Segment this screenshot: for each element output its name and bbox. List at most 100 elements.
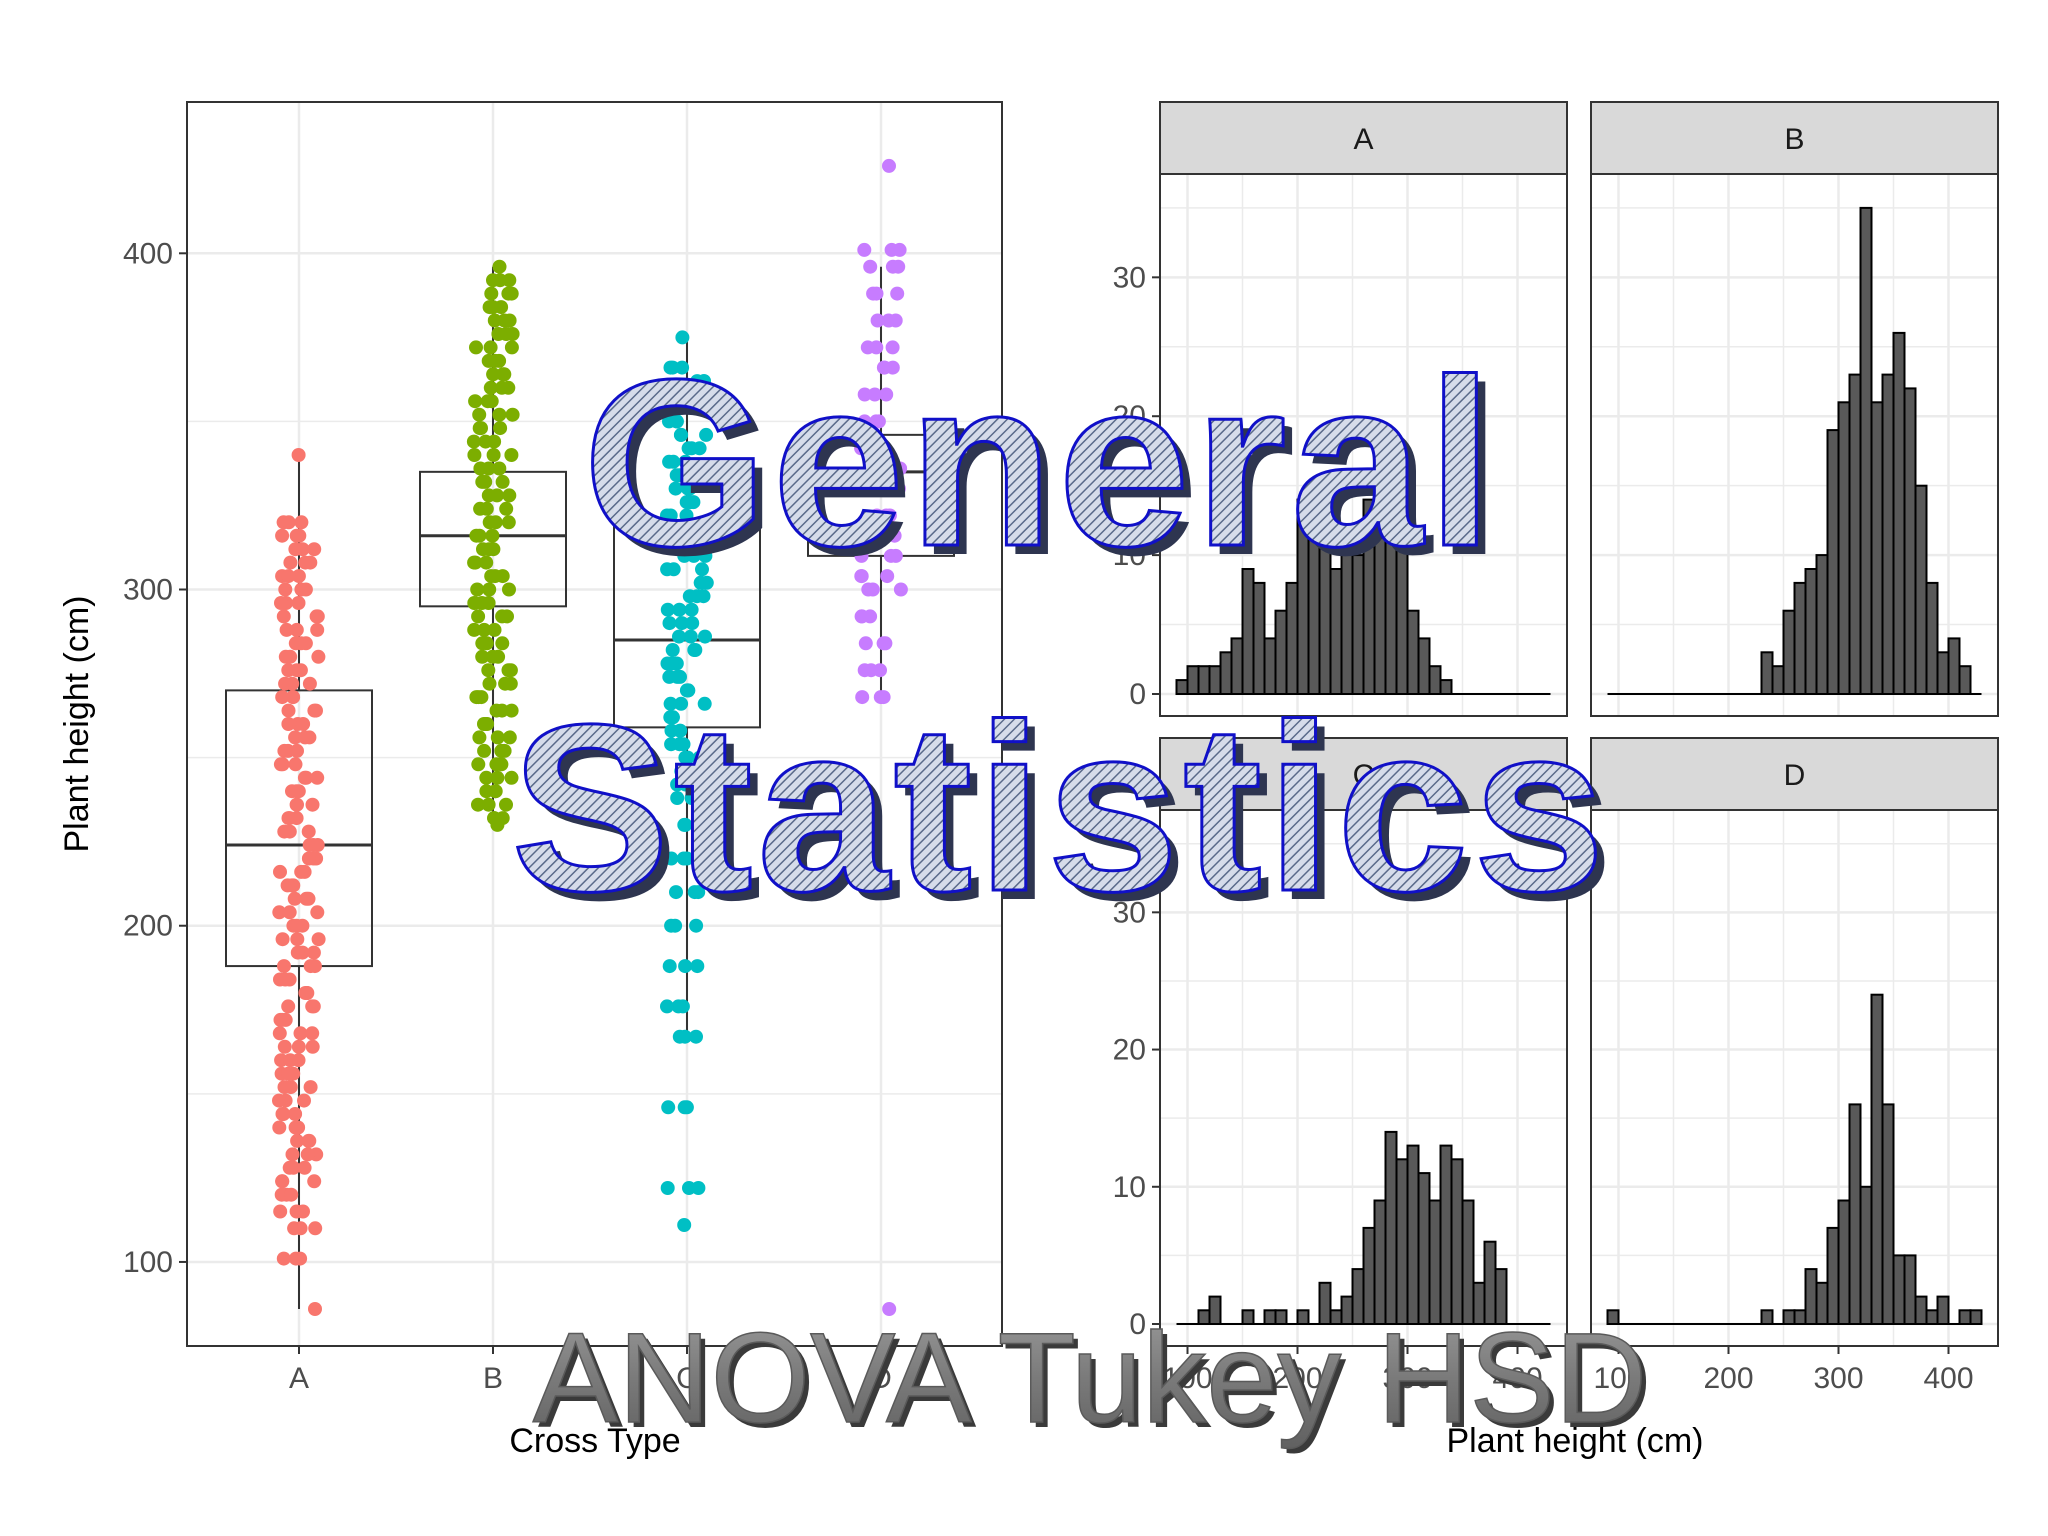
x-tick-label: 300 xyxy=(1382,1362,1432,1395)
point-B xyxy=(504,448,519,462)
point-B xyxy=(473,461,488,476)
histogram-bar xyxy=(1881,373,1895,695)
point-B xyxy=(490,817,505,832)
point-B xyxy=(479,555,494,570)
point-A xyxy=(311,932,326,947)
facet-label: A xyxy=(1353,123,1373,156)
y-tick-label: 200 xyxy=(123,910,173,943)
point-B xyxy=(489,703,504,718)
point-B xyxy=(481,797,496,812)
boxplot-x-axis-title: Cross Type xyxy=(509,1422,680,1460)
histogram-bar xyxy=(1771,665,1785,696)
point-A xyxy=(278,649,293,664)
point-D xyxy=(857,242,872,257)
point-C xyxy=(688,643,703,657)
point-C xyxy=(698,629,712,644)
point-C xyxy=(672,737,687,752)
y-tick-label: 100 xyxy=(123,1246,173,1279)
point-B xyxy=(497,367,512,382)
title-line2-shadow: Statistics xyxy=(520,685,1618,950)
point-C xyxy=(689,777,704,792)
point-B xyxy=(471,609,486,624)
x-tick-label: D xyxy=(870,1362,892,1395)
point-A xyxy=(279,622,294,637)
histogram-bar xyxy=(1296,1309,1310,1326)
title-line1: General xyxy=(583,331,1497,596)
point-A xyxy=(285,1147,300,1162)
point-A xyxy=(294,515,309,530)
point-D xyxy=(865,582,880,597)
point-C xyxy=(694,817,709,832)
point-A xyxy=(301,851,316,866)
box-A xyxy=(225,689,373,968)
y-tick-label: 30 xyxy=(1113,896,1146,929)
point-B xyxy=(479,501,494,516)
point-A xyxy=(311,649,326,664)
facet-label: D xyxy=(1784,759,1806,792)
histogram-bar xyxy=(1969,1309,1983,1326)
point-C xyxy=(672,602,687,617)
point-B xyxy=(481,663,496,678)
point-A xyxy=(288,1107,303,1121)
point-D xyxy=(869,414,884,429)
point-B xyxy=(493,421,508,436)
point-A xyxy=(301,891,316,906)
histogram-x-axis-title: Plant height (cm) xyxy=(1447,1422,1704,1460)
histogram-bar xyxy=(1925,1309,1939,1326)
point-A xyxy=(274,596,288,610)
point-C xyxy=(672,535,687,550)
point-B xyxy=(486,542,501,557)
point-B xyxy=(484,286,499,301)
point-D xyxy=(891,481,906,496)
histogram-bar xyxy=(1274,1309,1288,1326)
point-D xyxy=(870,313,885,328)
point-A xyxy=(298,636,313,651)
point-B xyxy=(503,663,518,678)
histogram-bar xyxy=(1241,1309,1255,1326)
overlay-title: General General Statistics Statistics AN… xyxy=(509,330,1652,1456)
y-tick-label: 0 xyxy=(1129,1308,1146,1341)
histogram-bar xyxy=(1892,331,1906,695)
title-line2: Statistics xyxy=(511,676,1609,941)
point-B xyxy=(477,622,492,637)
point-C xyxy=(681,683,696,698)
point-A xyxy=(275,528,290,543)
point-A xyxy=(291,448,306,462)
histogram-bar xyxy=(1782,609,1796,696)
point-A xyxy=(288,1120,303,1135)
point-A xyxy=(277,1080,292,1095)
point-A xyxy=(275,932,290,947)
point-C xyxy=(669,468,684,483)
point-B xyxy=(486,367,501,382)
histogram-bar xyxy=(1892,1254,1906,1326)
point-B xyxy=(490,770,505,785)
histogram-bar xyxy=(1461,1199,1475,1325)
point-A xyxy=(294,582,309,597)
point-B xyxy=(492,259,507,274)
point-C xyxy=(695,401,710,415)
point-B xyxy=(504,340,519,355)
point-C xyxy=(677,1100,692,1115)
x-tick-label: C xyxy=(676,1362,698,1395)
point-B xyxy=(505,407,520,422)
point-C xyxy=(674,764,689,779)
point-C xyxy=(690,959,705,974)
point-D xyxy=(873,663,887,678)
point-A xyxy=(278,676,293,691)
point-A xyxy=(288,1251,303,1266)
point-B xyxy=(494,380,509,395)
point-D xyxy=(863,481,878,496)
point-C xyxy=(670,669,685,684)
point-C xyxy=(660,508,674,523)
point-A xyxy=(275,1174,290,1189)
point-B xyxy=(481,488,496,503)
point-D xyxy=(892,242,907,257)
point-C xyxy=(660,522,675,536)
point-B xyxy=(475,636,490,651)
boxplot-points xyxy=(272,158,908,1316)
point-B xyxy=(478,474,493,489)
histogram-bar xyxy=(1439,679,1453,695)
point-C xyxy=(683,629,698,644)
point-B xyxy=(482,582,497,597)
point-B xyxy=(501,286,516,301)
